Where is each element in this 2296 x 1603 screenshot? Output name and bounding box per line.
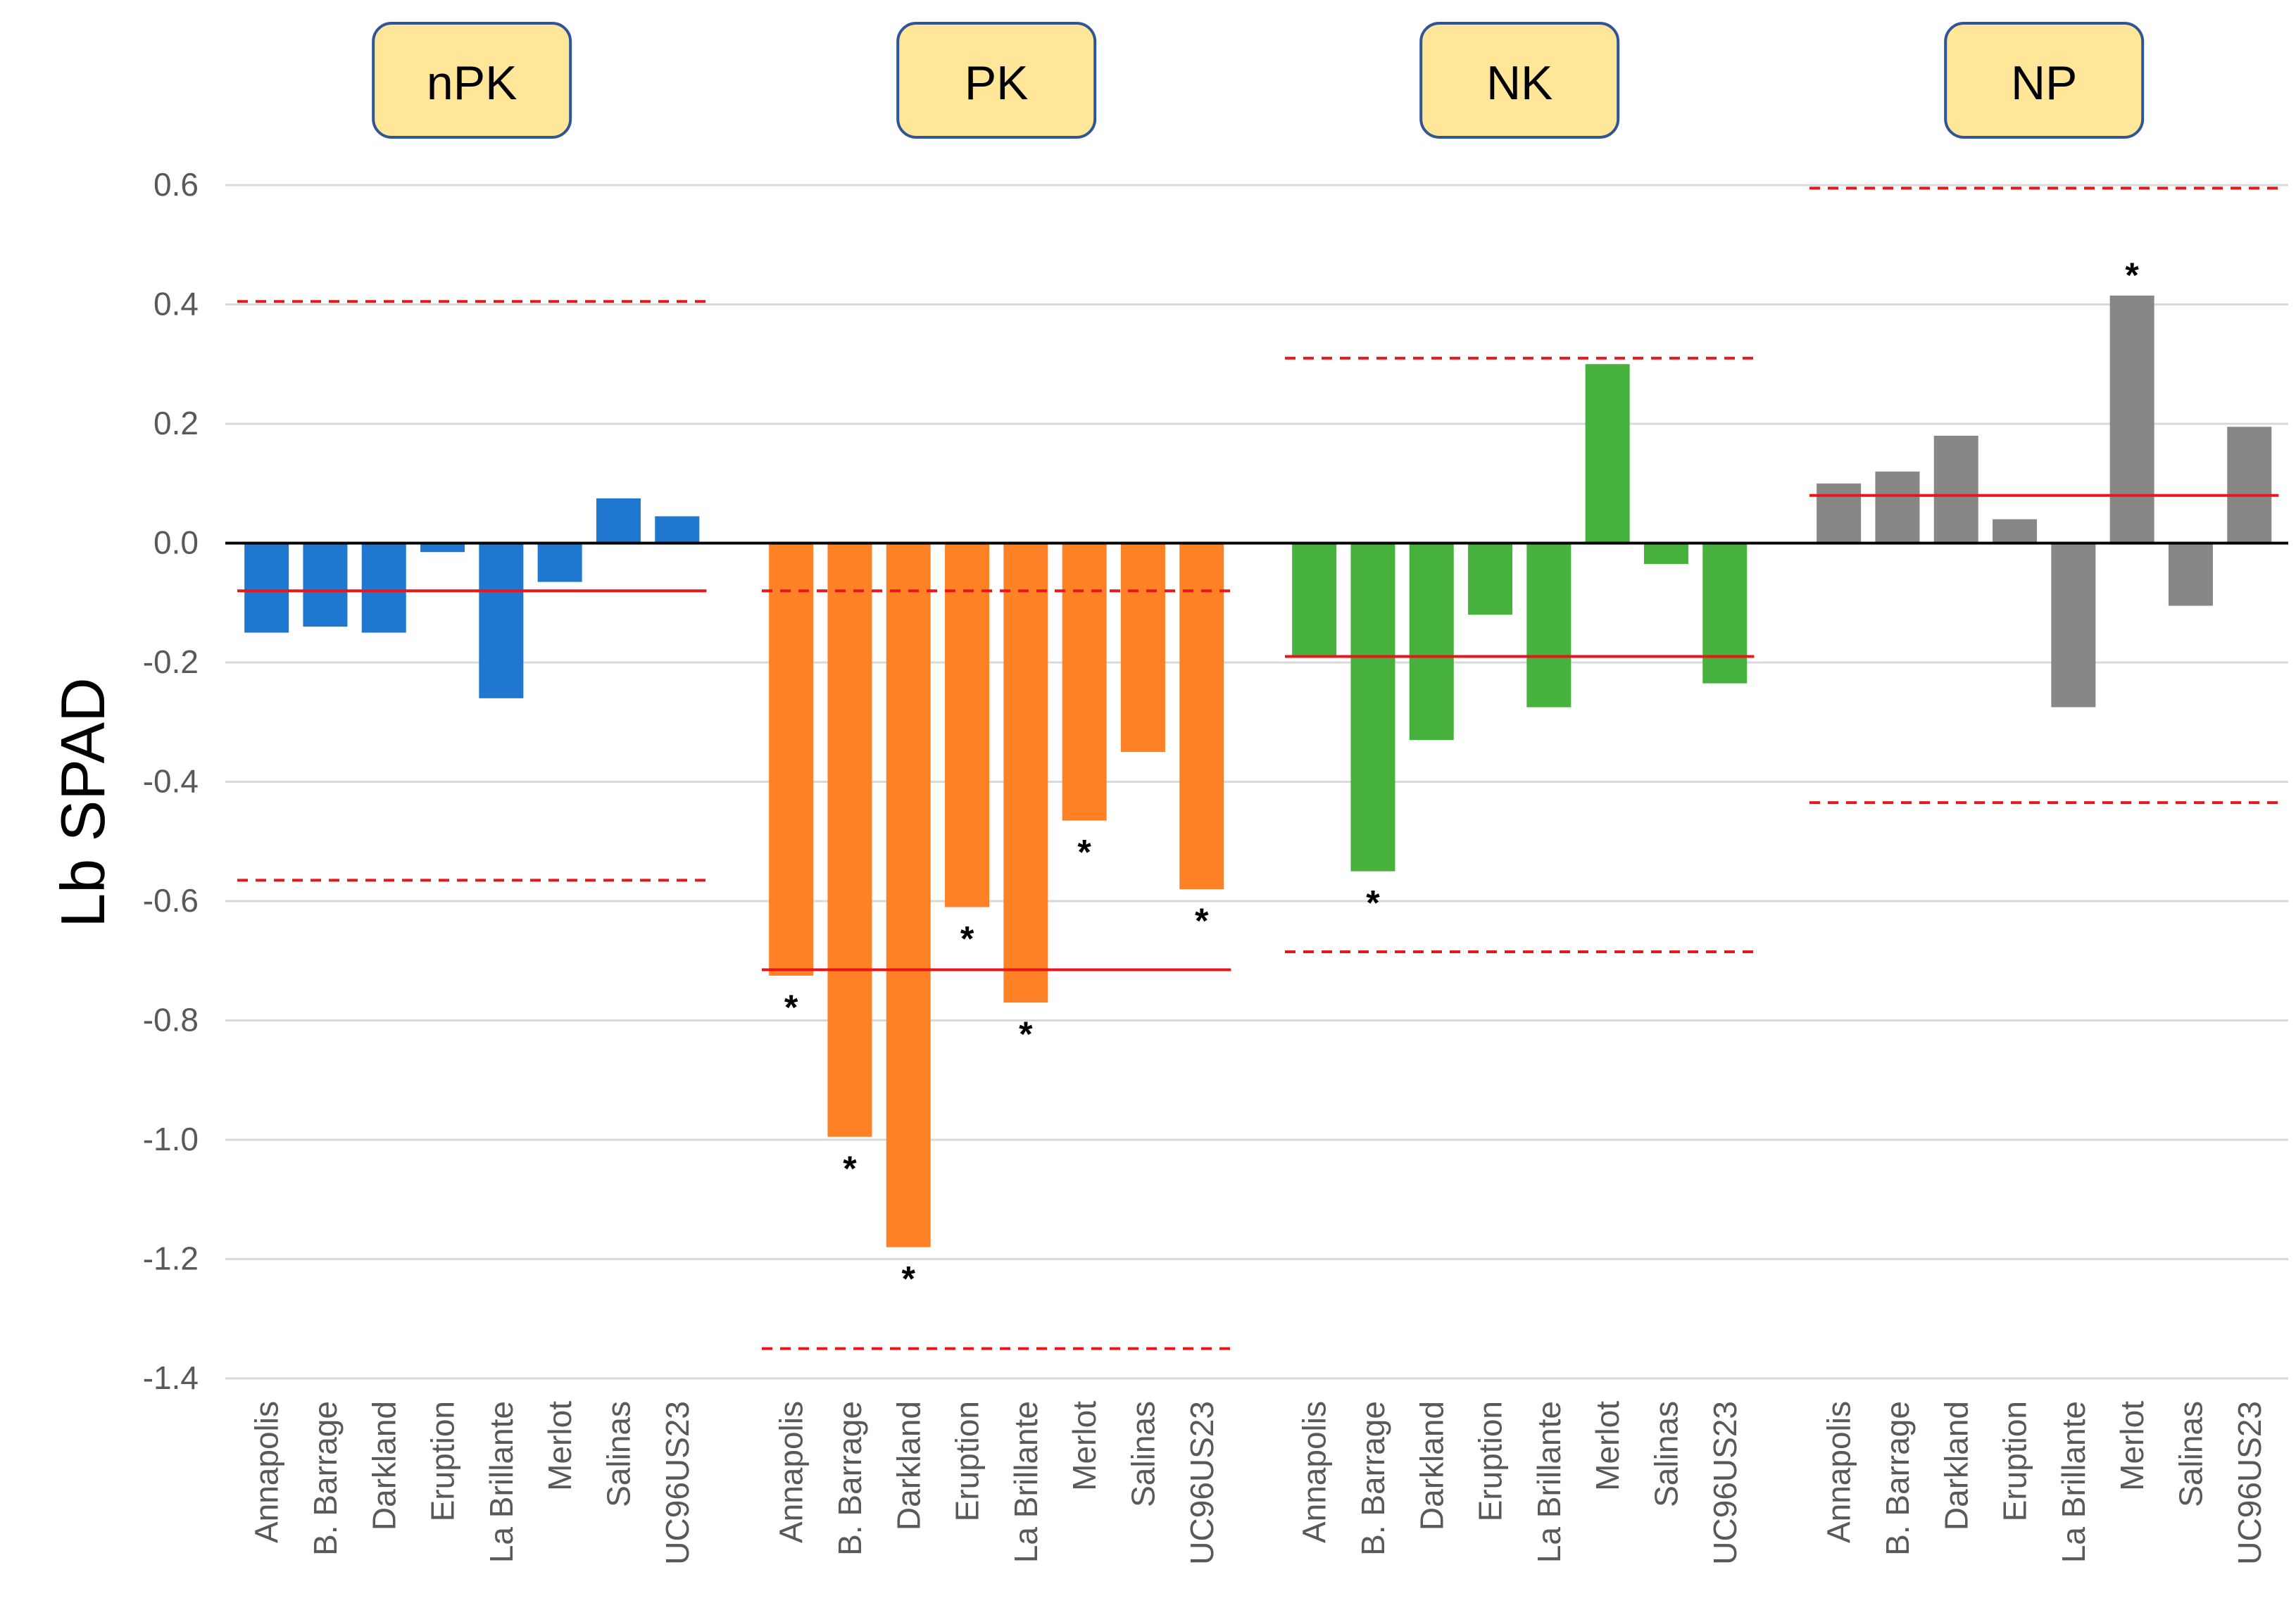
bar-NP-eruption [1993, 519, 2038, 543]
bar-nPK-uc96us23 [655, 516, 700, 543]
bar-nPK-la-brillante [479, 543, 524, 698]
bar-PK-uc96us23 [1179, 543, 1224, 890]
x-tick-label: Salinas [1648, 1401, 1684, 1507]
x-tick-label: Eruption [1472, 1401, 1509, 1521]
bar-NP-uc96us23 [2227, 427, 2272, 543]
bar-NK-salinas [1643, 543, 1688, 565]
bar-nPK-annapolis [244, 543, 289, 633]
bar-NK-uc96us23 [1702, 543, 1748, 684]
significance-marker: * [1366, 884, 1380, 923]
significance-marker: * [1019, 1014, 1033, 1054]
bar-NP-la-brillante [2051, 543, 2096, 708]
x-tick-label: La Brillante [1008, 1401, 1044, 1563]
y-tick-label: 0.6 [153, 166, 199, 203]
x-tick-label: Darkland [890, 1401, 927, 1530]
bar-NK-la-brillante [1526, 543, 1572, 708]
x-tick-label: Darkland [1938, 1401, 1974, 1530]
panel-label-box-NP [1944, 22, 2145, 139]
x-tick-label: Merlot [2114, 1401, 2150, 1491]
bar-NP-annapolis [1817, 483, 1862, 543]
panel-label-box-PK [896, 22, 1097, 139]
x-tick-label: Eruption [1997, 1401, 2033, 1521]
bar-PK-merlot [1062, 543, 1107, 821]
y-tick-label: -0.6 [143, 882, 199, 919]
y-tick-label: 0.0 [153, 524, 199, 561]
bar-nPK-salinas [596, 498, 641, 543]
y-tick-label: -1.2 [143, 1240, 199, 1277]
panel-label-nPK: nPK [427, 56, 517, 110]
x-tick-label: B. Barrage [832, 1401, 868, 1556]
significance-marker: * [1077, 833, 1091, 872]
x-tick-label: Salinas [1124, 1401, 1161, 1507]
bar-NP-b-barrage [1875, 471, 1920, 543]
bar-nPK-merlot [537, 543, 582, 582]
x-tick-label: Eruption [949, 1401, 986, 1521]
x-tick-label: Salinas [2172, 1401, 2209, 1507]
significance-marker: * [843, 1149, 857, 1188]
significance-marker: * [1195, 901, 1209, 941]
x-tick-label: Merlot [1589, 1401, 1626, 1491]
x-tick-label: Merlot [541, 1401, 578, 1491]
y-tick-label: 0.4 [153, 286, 199, 322]
x-tick-label: UC96US23 [2231, 1401, 2268, 1565]
panel-label-PK: PK [965, 56, 1029, 110]
x-tick-label: B. Barrage [1879, 1401, 1916, 1556]
y-tick-label: -0.2 [143, 643, 199, 680]
x-tick-label: Annapolis [773, 1401, 810, 1543]
x-tick-label: Annapolis [1296, 1401, 1333, 1543]
bar-PK-eruption [945, 543, 990, 907]
bar-NP-salinas [2168, 543, 2213, 606]
x-tick-label: La Brillante [2055, 1401, 2092, 1563]
bar-NP-merlot [2109, 295, 2154, 543]
bar-NK-b-barrage [1350, 543, 1395, 872]
y-tick-label: 0.2 [153, 405, 199, 441]
bar-nPK-eruption [420, 543, 465, 553]
y-tick-label: -1.0 [143, 1121, 199, 1157]
bar-NK-merlot [1585, 364, 1630, 543]
bar-NK-annapolis [1292, 543, 1337, 657]
x-tick-label: Eruption [425, 1401, 461, 1521]
x-tick-label: UC96US23 [1707, 1401, 1743, 1565]
bar-NK-eruption [1468, 543, 1513, 615]
bar-PK-b-barrage [827, 543, 872, 1137]
y-tick-label: -0.4 [143, 763, 199, 800]
significance-marker: * [784, 988, 798, 1027]
bar-nPK-b-barrage [303, 543, 348, 627]
x-tick-label: UC96US23 [659, 1401, 696, 1565]
x-tick-label: Darkland [365, 1401, 402, 1530]
bar-PK-annapolis [769, 543, 814, 976]
y-axis-label: Lb SPAD [48, 677, 118, 928]
x-tick-label: Annapolis [249, 1401, 285, 1543]
x-tick-label: B. Barrage [307, 1401, 344, 1556]
panel-label-NP: NP [2011, 56, 2077, 110]
y-tick-label: -1.4 [143, 1359, 199, 1396]
x-tick-label: Merlot [1066, 1401, 1103, 1491]
significance-marker: * [902, 1259, 916, 1299]
panel-label-NK: NK [1486, 56, 1552, 110]
x-tick-label: Darkland [1413, 1401, 1450, 1530]
x-tick-label: La Brillante [483, 1401, 520, 1563]
x-tick-label: Annapolis [1821, 1401, 1857, 1543]
x-tick-label: UC96US23 [1184, 1401, 1220, 1565]
significance-marker: * [2125, 256, 2139, 295]
bar-nPK-darkland [361, 543, 406, 633]
bar-PK-darkland [886, 543, 931, 1247]
bar-PK-salinas [1120, 543, 1165, 753]
bar-PK-la-brillante [1003, 543, 1048, 1003]
x-tick-label: La Brillante [1531, 1401, 1567, 1563]
bar-NK-darkland [1409, 543, 1454, 741]
y-tick-label: -0.8 [143, 1002, 199, 1038]
bar-NP-darkland [1933, 435, 1978, 543]
x-tick-label: Salinas [600, 1401, 636, 1507]
panel-label-box-NK [1419, 22, 1620, 139]
significance-marker: * [960, 919, 974, 958]
x-tick-label: B. Barrage [1355, 1401, 1391, 1556]
panel-label-box-nPK [372, 22, 572, 139]
